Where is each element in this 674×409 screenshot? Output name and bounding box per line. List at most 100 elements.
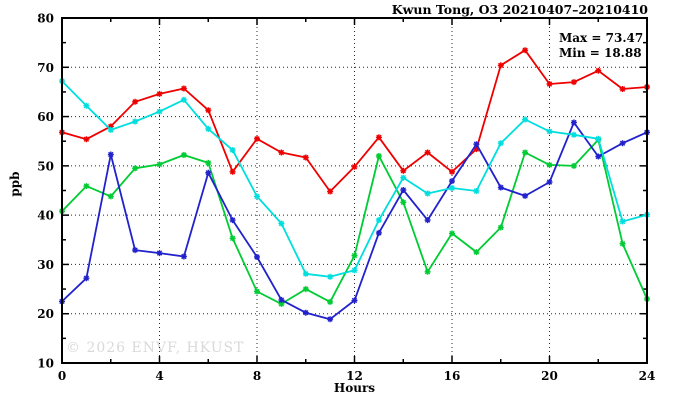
data-point-marker xyxy=(546,161,553,168)
data-point-marker xyxy=(546,128,553,135)
data-point-marker xyxy=(595,135,602,142)
data-point-marker xyxy=(327,298,334,305)
y-tick-label: 10 xyxy=(37,357,54,371)
data-point-marker xyxy=(302,270,309,277)
data-point-marker xyxy=(278,220,285,227)
data-point-marker xyxy=(449,230,455,237)
data-point-marker xyxy=(132,118,139,125)
series-blue xyxy=(59,119,650,323)
data-point-marker xyxy=(254,193,260,200)
min-annotation: Min = 18.88 xyxy=(559,46,642,60)
data-point-marker xyxy=(254,254,260,260)
x-axis-label: Hours xyxy=(333,381,376,395)
data-point-marker xyxy=(107,123,114,130)
data-point-marker xyxy=(522,47,529,54)
data-point-marker xyxy=(351,297,358,304)
chart-title: Kwun Tong, O3 20210407–20210410 xyxy=(391,2,648,17)
data-point-marker xyxy=(83,136,90,143)
data-point-marker xyxy=(375,134,382,141)
data-point-marker xyxy=(424,217,431,224)
data-point-marker xyxy=(449,178,455,185)
data-point-marker xyxy=(449,168,455,175)
x-tick-label: 8 xyxy=(253,369,261,383)
data-point-marker xyxy=(254,288,260,295)
x-tick-label: 24 xyxy=(639,369,656,383)
data-point-marker xyxy=(205,159,212,166)
data-point-marker xyxy=(302,154,309,161)
data-point-marker xyxy=(83,275,90,282)
data-point-marker xyxy=(132,165,139,172)
data-point-marker xyxy=(83,102,90,109)
gridlines xyxy=(63,19,646,362)
data-point-marker xyxy=(497,224,504,231)
data-point-marker xyxy=(156,161,163,168)
data-point-marker xyxy=(180,96,187,103)
data-point-marker xyxy=(205,125,212,132)
x-tick-label: 20 xyxy=(541,369,558,383)
y-tick-label: 70 xyxy=(37,61,54,75)
data-point-marker xyxy=(302,286,309,293)
data-point-marker xyxy=(522,149,529,156)
plot-border xyxy=(61,17,648,364)
data-point-marker xyxy=(375,153,382,159)
data-point-marker xyxy=(570,119,577,126)
x-tick-label: 16 xyxy=(444,369,461,383)
data-point-marker xyxy=(619,240,626,247)
data-point-marker xyxy=(229,217,236,224)
data-point-marker xyxy=(107,151,114,158)
data-point-marker xyxy=(473,141,480,148)
data-point-marker xyxy=(180,152,187,158)
data-point-marker xyxy=(570,131,577,138)
data-point-marker xyxy=(278,296,285,303)
data-point-marker xyxy=(156,90,163,97)
max-annotation: Max = 73.47 xyxy=(559,31,644,45)
data-point-marker xyxy=(497,140,504,147)
data-point-marker xyxy=(375,217,382,224)
data-point-marker xyxy=(156,108,163,115)
data-point-marker xyxy=(83,183,90,190)
data-point-marker xyxy=(424,268,431,275)
data-point-marker xyxy=(302,309,309,316)
data-point-marker xyxy=(375,229,382,236)
data-point-marker xyxy=(497,184,504,191)
data-point-marker xyxy=(497,62,504,69)
data-point-marker xyxy=(424,149,431,156)
data-point-marker xyxy=(229,168,236,175)
series-red xyxy=(59,47,650,195)
data-point-marker xyxy=(107,126,114,133)
data-point-marker xyxy=(327,188,334,195)
data-point-marker xyxy=(570,162,577,169)
data-point-marker xyxy=(132,247,139,254)
max-min-annotation: Max = 73.47 Min = 18.88 xyxy=(559,31,643,61)
data-point-marker xyxy=(278,300,285,307)
data-point-marker xyxy=(132,98,139,105)
y-tick-label: 40 xyxy=(37,209,54,223)
data-point-marker xyxy=(180,253,187,260)
data-point-marker xyxy=(619,86,626,92)
data-point-marker xyxy=(619,140,626,147)
data-point-marker xyxy=(400,174,407,181)
data-point-marker xyxy=(229,235,236,242)
data-point-marker xyxy=(570,79,577,86)
data-point-marker xyxy=(595,67,602,74)
data-point-marker xyxy=(449,185,455,191)
tick-labels: 10 20 30 40 50 60 70 80 0 4 8 12 16 20 24 xyxy=(37,12,655,384)
data-point-marker xyxy=(351,252,358,259)
y-tick-label: 30 xyxy=(37,258,54,272)
data-point-marker xyxy=(522,192,529,199)
x-tick-label: 0 xyxy=(58,369,66,383)
data-point-marker xyxy=(351,163,358,170)
data-point-marker xyxy=(254,135,260,142)
data-point-marker xyxy=(327,273,334,280)
series-green xyxy=(59,136,650,307)
data-point-marker xyxy=(229,147,236,154)
data-point-marker xyxy=(205,107,212,114)
series-cyan xyxy=(59,78,650,280)
data-point-marker xyxy=(522,116,529,123)
y-tick-label: 60 xyxy=(37,110,54,124)
data-point-marker xyxy=(107,193,114,200)
y-tick-label: 50 xyxy=(37,159,54,173)
data-point-marker xyxy=(473,249,480,256)
